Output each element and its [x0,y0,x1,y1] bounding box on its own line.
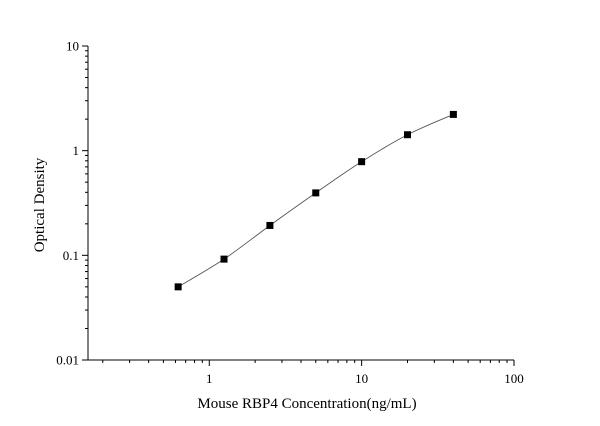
data-point-marker [266,221,274,229]
data-point-marker [220,255,228,263]
data-point-marker [358,158,366,166]
x-axis-title: Mouse RBP4 Concentration(ng/mL) [197,396,416,412]
x-tick-label: 1 [206,371,213,386]
y-axis-title: Optical Density [32,157,48,252]
data-points [174,110,457,291]
x-axis: 1 10 100 [88,359,524,386]
data-point-marker [312,189,320,197]
y-tick-label: 1 [73,143,80,158]
plot-area [174,110,457,291]
y-tick-label: 0.01 [56,353,79,368]
data-point-marker [174,283,182,291]
x-tick-label: 10 [355,371,368,386]
y-axis: 0.01 0.1 1 10 [56,39,89,368]
y-tick-label: 10 [66,39,79,54]
data-point-marker [404,131,411,139]
y-axis-ticks: 0.01 0.1 1 10 [56,39,88,368]
data-point-marker [449,110,457,118]
y-tick-label: 0.1 [63,248,79,263]
x-axis-ticks: 1 10 100 [102,360,524,386]
fit-curve [177,114,454,288]
x-tick-label: 100 [504,371,524,386]
